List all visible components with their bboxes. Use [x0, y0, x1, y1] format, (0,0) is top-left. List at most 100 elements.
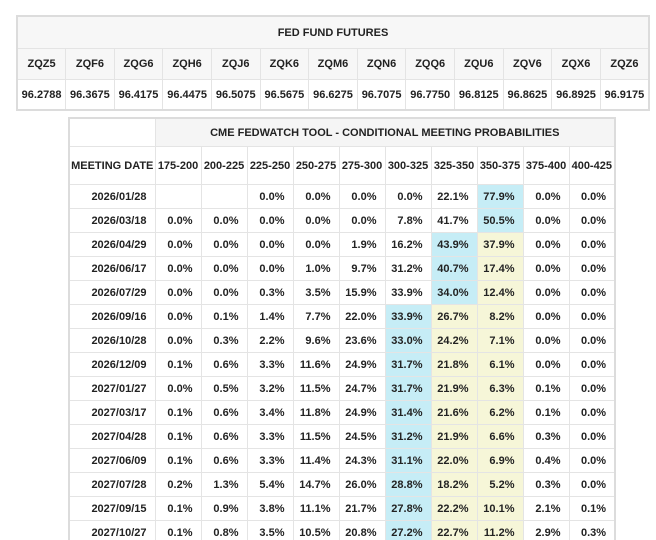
probability-cell: 17.4% [476, 256, 524, 281]
probability-cell: 0.0% [292, 232, 340, 257]
probability-cell: 0.0% [522, 352, 570, 377]
meeting-date-cell: 2026/12/09 [68, 352, 156, 377]
futures-contract-header: ZQZ5 [16, 48, 67, 80]
probability-cell: 0.1% [154, 520, 202, 540]
probability-cell: 5.4% [246, 472, 294, 497]
probability-cell: 3.4% [246, 400, 294, 425]
probability-cell: 50.5% [476, 208, 524, 233]
futures-contract-header: ZQN6 [356, 48, 407, 80]
futures-price-cell: 96.4475 [162, 79, 212, 111]
futures-contract-header: ZQH6 [162, 48, 212, 80]
probability-cell: 0.6% [200, 352, 248, 377]
futures-price-cell: 96.5675 [259, 79, 310, 111]
probability-cell: 0.0% [154, 208, 202, 233]
futures-contract-header: ZQJ6 [210, 48, 261, 80]
probability-cell: 11.1% [292, 496, 340, 521]
probability-cell: 37.9% [476, 232, 524, 257]
probability-cell: 11.8% [292, 400, 340, 425]
probability-cell: 12.4% [476, 280, 524, 305]
probability-cell: 24.7% [338, 376, 386, 401]
probability-cell: 0.0% [154, 280, 202, 305]
probability-cell: 3.3% [246, 352, 294, 377]
meeting-row: 2026/09/16 0.0% 0.1% 1.4% 7.7% 22.0% 33.9% 26.7… [68, 304, 616, 329]
probability-cell: 40.7% [430, 256, 478, 281]
futures-price-cell: 96.3675 [65, 79, 115, 111]
futures-contract-header: ZQV6 [502, 48, 553, 80]
probability-cell: 0.0% [154, 304, 202, 329]
probability-cell: 21.7% [338, 496, 386, 521]
meeting-date-cell: 2026/06/17 [68, 256, 156, 281]
probability-cell: 33.9% [384, 280, 432, 305]
meeting-row: 2027/01/27 0.0% 0.5% 3.2% 11.5% 24.7% 31.7% 21.… [68, 376, 616, 401]
probability-cell: 9.7% [338, 256, 386, 281]
probability-cell: 41.7% [430, 208, 478, 233]
probability-cell: 11.5% [292, 424, 340, 449]
probability-cell: 0.0% [568, 256, 616, 281]
probability-cell: 28.8% [384, 472, 432, 497]
probability-cell: 24.9% [338, 352, 386, 377]
probability-cell: 0.0% [568, 184, 616, 209]
probability-cell: 3.8% [246, 496, 294, 521]
probability-cell: 0.0% [338, 184, 386, 209]
probability-cell: 0.0% [522, 256, 570, 281]
probability-cell: 7.1% [476, 328, 524, 353]
futures-price-cell: 96.7075 [356, 79, 407, 111]
futures-contract-header: ZQQ6 [405, 48, 455, 80]
probability-cell: 2.2% [246, 328, 294, 353]
probability-cell: 23.6% [338, 328, 386, 353]
probability-cell: 18.2% [430, 472, 478, 497]
probability-cell: 21.6% [430, 400, 478, 425]
probability-cell: 22.7% [430, 520, 478, 540]
probability-cell: 2.1% [522, 496, 570, 521]
probability-cell: 27.2% [384, 520, 432, 540]
probability-cell: 11.6% [292, 352, 340, 377]
probability-cell: 0.0% [246, 256, 294, 281]
fedwatch-corner-cell [68, 117, 156, 147]
probability-cell: 0.6% [200, 400, 248, 425]
probability-cell: 0.0% [568, 424, 616, 449]
rate-range-column-header: 375-400 [522, 146, 570, 185]
rate-range-column-header: 225-250 [246, 146, 294, 185]
probability-cell: 3.5% [246, 520, 294, 540]
futures-price-cell: 96.7750 [405, 79, 455, 111]
probability-cell: 0.4% [522, 448, 570, 473]
probability-cell: 6.1% [476, 352, 524, 377]
probability-cell: 21.9% [430, 376, 478, 401]
probability-cell: 1.0% [292, 256, 340, 281]
probability-cell: 31.7% [384, 352, 432, 377]
probability-cell: 26.7% [430, 304, 478, 329]
rate-range-column-header: 250-275 [292, 146, 340, 185]
meeting-date-cell: 2026/01/28 [68, 184, 156, 209]
probability-cell: 24.9% [338, 400, 386, 425]
probability-cell: 0.0% [246, 184, 294, 209]
probability-cell: 6.9% [476, 448, 524, 473]
probability-cell: 0.1% [154, 352, 202, 377]
probability-cell: 10.1% [476, 496, 524, 521]
probability-cell: 0.6% [200, 424, 248, 449]
probability-cell: 1.4% [246, 304, 294, 329]
probability-cell: 31.4% [384, 400, 432, 425]
probability-cell: 0.9% [200, 496, 248, 521]
probability-cell: 31.7% [384, 376, 432, 401]
meeting-row: 2026/04/29 0.0% 0.0% 0.0% 0.0% 1.9% 16.2% 43.9%… [68, 232, 616, 257]
meeting-date-cell: 2027/06/09 [68, 448, 156, 473]
probability-cell: 0.0% [522, 208, 570, 233]
meeting-date-cell: 2026/10/28 [68, 328, 156, 353]
futures-price-cell: 96.9175 [599, 79, 650, 111]
rate-range-column-header: 350-375 [476, 146, 524, 185]
probability-cell: 0.0% [568, 280, 616, 305]
rate-range-column-header: 200-225 [200, 146, 248, 185]
probability-cell: 0.3% [568, 520, 616, 540]
meeting-row: 2026/06/17 0.0% 0.0% 0.0% 1.0% 9.7% 31.2% 40.7%… [68, 256, 616, 281]
probability-cell: 0.0% [200, 232, 248, 257]
rate-range-column-header: 275-300 [338, 146, 386, 185]
rate-range-column-header: 300-325 [384, 146, 432, 185]
futures-price-cell: 96.8625 [502, 79, 553, 111]
futures-price-cell: 96.6275 [308, 79, 358, 111]
probability-cell: 0.2% [154, 472, 202, 497]
probability-cell: 0.8% [200, 520, 248, 540]
probability-cell: 24.3% [338, 448, 386, 473]
futures-contract-header: ZQK6 [259, 48, 310, 80]
probability-cell: 27.8% [384, 496, 432, 521]
